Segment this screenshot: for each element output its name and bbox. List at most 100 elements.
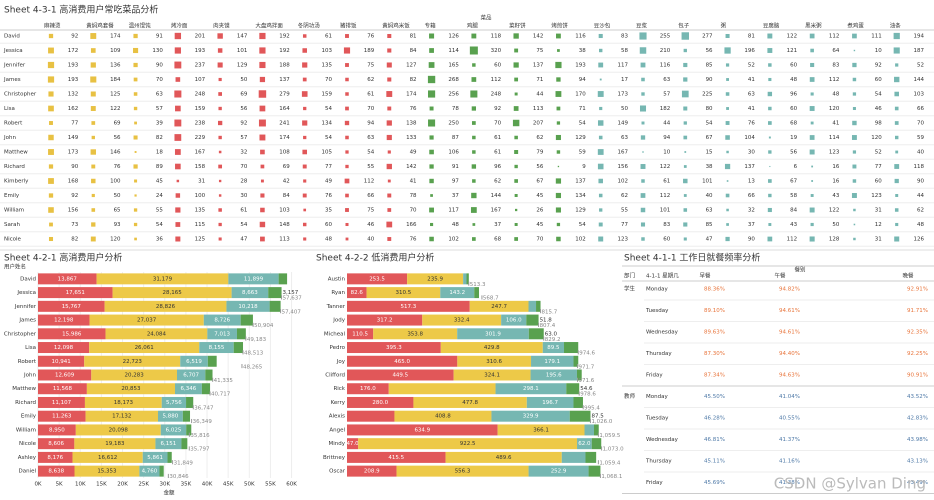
- cell-value: 48: [325, 237, 332, 243]
- rate-value: 90.91%: [907, 373, 928, 379]
- bar-segment: [585, 451, 597, 463]
- cell-square: [174, 149, 181, 155]
- bar-segment: [203, 314, 241, 326]
- cell-value: 57: [240, 135, 247, 141]
- value-label: 8,606: [48, 441, 64, 447]
- cell-value: 193: [68, 77, 79, 83]
- cell-value: 81: [748, 34, 755, 40]
- cell-square: [302, 164, 307, 169]
- cell-value: 142: [406, 164, 417, 170]
- y-tick-label: Ryan: [331, 290, 345, 296]
- cell-square: [303, 135, 307, 140]
- cell-square: [90, 76, 97, 83]
- cell-square: [91, 222, 96, 227]
- cell-square: [345, 92, 349, 96]
- bar-segment: [38, 300, 105, 312]
- cell-value: 56: [706, 48, 713, 54]
- cell-square: [218, 106, 222, 111]
- cell-value: 61: [325, 34, 332, 40]
- cell-value: 229: [195, 135, 206, 141]
- column-header: 猪排饭: [340, 22, 357, 30]
- cell-square: [218, 208, 222, 212]
- rate-value: 87.30%: [704, 351, 725, 357]
- table-title: Sheet 4-3-1 高消费用户常吃菜品分析: [4, 4, 158, 16]
- total-label: 807.4: [540, 323, 556, 329]
- cell-value: 54: [579, 121, 586, 127]
- bar-segment: [347, 287, 367, 299]
- value-label: 19,183: [105, 441, 125, 447]
- cell-square: [345, 34, 349, 38]
- rate-value: 41.04%: [779, 394, 800, 400]
- cell-value: 56: [536, 164, 543, 170]
- cell-square: [472, 179, 476, 183]
- cell-square: [768, 150, 772, 154]
- cell-value: 250: [448, 121, 459, 127]
- cell-value: 118: [914, 164, 925, 170]
- cell-square: [471, 121, 476, 125]
- bar-segment: [233, 342, 244, 354]
- cell-square: [133, 47, 139, 54]
- cell-value: 62: [917, 208, 924, 214]
- value-label: 11,107: [52, 400, 72, 406]
- cell-square: [555, 61, 562, 69]
- cell-value: 167: [491, 208, 502, 214]
- rate-value: 43.52%: [907, 394, 928, 400]
- cell-value: 70: [536, 237, 543, 243]
- cell-square: [767, 33, 773, 39]
- cell-value: 128: [829, 237, 840, 243]
- cell-square: [429, 33, 435, 39]
- cell-value: 126: [448, 34, 459, 40]
- cell-value: 68: [790, 121, 797, 127]
- cell-square: [852, 92, 857, 96]
- value-label: 477.8: [462, 400, 478, 406]
- cell-value: 41: [832, 121, 839, 127]
- rate-value: 88.36%: [704, 287, 725, 293]
- cell-square: [555, 91, 562, 97]
- cell-value: 100: [195, 193, 206, 199]
- cell-value: 15: [706, 150, 713, 156]
- cell-square: [260, 164, 265, 169]
- cell-value: 92: [71, 34, 78, 40]
- bar-segment: [38, 396, 85, 408]
- y-tick-label: Micheal: [324, 331, 346, 337]
- cell-square: [640, 193, 646, 198]
- total-label: 995.4: [584, 405, 600, 411]
- group-header: 餐别: [794, 266, 805, 274]
- column-header: 豆浆: [636, 22, 648, 30]
- cell-square: [724, 163, 731, 170]
- value-label: 8,950: [49, 427, 65, 433]
- group-label: 学生: [624, 285, 636, 293]
- cell-value: 189: [364, 48, 375, 54]
- cell-value: 39: [156, 121, 163, 127]
- cell-value: 55: [621, 208, 628, 214]
- bar-segment: [373, 328, 458, 340]
- bar-segment: [347, 342, 441, 354]
- cell-square: [725, 121, 730, 125]
- cell-square: [894, 135, 899, 140]
- cell-value: 101: [702, 179, 713, 185]
- total-label: 48,265: [243, 364, 263, 370]
- bar-segment: [176, 369, 206, 381]
- value-label: 5,861: [147, 455, 163, 461]
- cell-value: 112: [364, 179, 375, 185]
- row-label: Jessica: [3, 48, 23, 54]
- cell-value: 93: [114, 222, 121, 228]
- cell-value: 126: [914, 237, 925, 243]
- cell-value: 101: [660, 208, 671, 214]
- bar-segment: [569, 410, 591, 422]
- value-label: 20,098: [109, 427, 129, 433]
- cell-square: [597, 163, 604, 170]
- rate-value: 92.35%: [907, 330, 928, 336]
- value-label: 353.8: [407, 331, 423, 337]
- cell-square: [48, 236, 54, 242]
- row-label: Matthew: [4, 150, 28, 156]
- cell-square: [725, 33, 730, 39]
- cell-value: 174: [110, 34, 121, 40]
- cell-value: 37: [452, 193, 459, 199]
- cell-square: [640, 164, 646, 169]
- cell-square: [260, 149, 265, 155]
- value-label: 6,151: [161, 441, 177, 447]
- column-header: 肉夹馍: [213, 22, 230, 30]
- cell-value: 70: [494, 121, 501, 127]
- cell-value: 31: [875, 208, 882, 214]
